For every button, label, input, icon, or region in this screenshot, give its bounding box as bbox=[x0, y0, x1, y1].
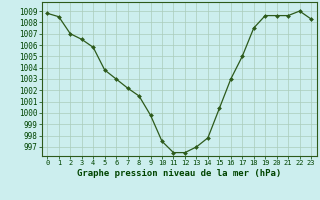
X-axis label: Graphe pression niveau de la mer (hPa): Graphe pression niveau de la mer (hPa) bbox=[77, 169, 281, 178]
